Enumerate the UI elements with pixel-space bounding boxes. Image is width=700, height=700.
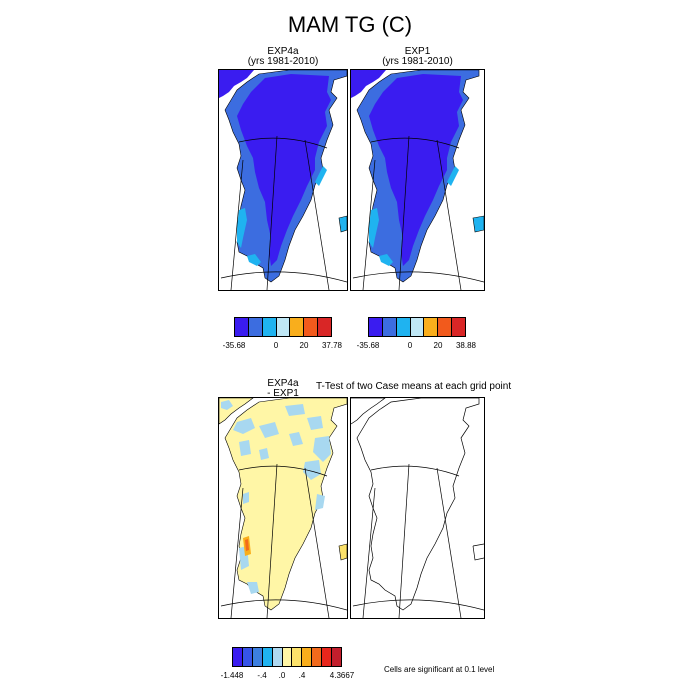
panel-title-exp4a: EXP4a bbox=[267, 46, 299, 57]
figure-title: MAM TG (C) bbox=[287, 12, 413, 37]
colorbar-box bbox=[396, 318, 411, 336]
colorbar-exp4a-label: 0 bbox=[273, 341, 279, 350]
colorbar-box bbox=[276, 318, 291, 336]
panel-subtitle-exp4a: (yrs 1981-2010) bbox=[247, 56, 319, 67]
colorbar-box bbox=[322, 648, 333, 666]
colorbar-box bbox=[235, 318, 249, 336]
panel-subtitle-difference: - EXP1 bbox=[267, 388, 299, 399]
map-panel-exp4a bbox=[218, 69, 348, 291]
colorbar-exp4a-label: 20 bbox=[299, 341, 309, 350]
colorbar-box bbox=[302, 648, 313, 666]
colorbar-box bbox=[312, 648, 323, 666]
colorbar-exp1-label: 20 bbox=[433, 341, 443, 350]
map-exp4a bbox=[219, 70, 347, 290]
colorbar-box bbox=[262, 648, 273, 666]
map-panel-ttest bbox=[350, 397, 485, 619]
colorbar-box bbox=[452, 318, 466, 336]
colorbar-box bbox=[290, 318, 305, 336]
colorbar-box bbox=[304, 318, 319, 336]
colorbar-box bbox=[252, 648, 263, 666]
colorbar-exp4a-boxes bbox=[234, 317, 332, 337]
colorbar-box bbox=[424, 318, 439, 336]
colorbar-box bbox=[292, 648, 303, 666]
colorbar-box bbox=[282, 648, 293, 666]
map-panel-difference bbox=[218, 397, 348, 619]
colorbar-box bbox=[233, 648, 243, 666]
colorbar-box bbox=[242, 648, 253, 666]
colorbar-box bbox=[318, 318, 332, 336]
colorbar-box bbox=[369, 318, 383, 336]
colorbar-difference-label: .4 bbox=[298, 671, 306, 680]
colorbar-difference-label: 4.3667 bbox=[329, 671, 355, 680]
colorbar-box bbox=[410, 318, 425, 336]
colorbar-difference-label: -1.448 bbox=[220, 671, 244, 680]
panel-title-ttest: T-Test of two Case means at each grid po… bbox=[316, 381, 512, 392]
colorbar-exp1-boxes bbox=[368, 317, 466, 337]
colorbar-difference: -1.448 -.4 .0 .4 4.3667 bbox=[221, 647, 354, 683]
colorbar-difference-boxes bbox=[232, 647, 342, 667]
colorbar-box bbox=[262, 318, 277, 336]
colorbar-box bbox=[248, 318, 263, 336]
colorbar-exp4a: -35.68 0 20 37.78 bbox=[223, 317, 342, 353]
colorbar-exp1-label: 0 bbox=[407, 341, 413, 350]
colorbar-box bbox=[272, 648, 283, 666]
colorbar-box bbox=[438, 318, 453, 336]
map-difference bbox=[219, 398, 347, 618]
colorbar-box bbox=[382, 318, 397, 336]
colorbar-exp1: -35.68 0 20 38.88 bbox=[357, 317, 476, 353]
map-ttest bbox=[351, 398, 484, 618]
panel-title-difference: EXP4a bbox=[267, 378, 299, 389]
colorbar-box bbox=[332, 648, 341, 666]
colorbar-exp1-label: 38.88 bbox=[455, 341, 477, 350]
colorbar-difference-label: .0 bbox=[278, 671, 286, 680]
map-panel-exp1 bbox=[350, 69, 485, 291]
significance-note: Cells are significant at 0.1 level bbox=[384, 665, 495, 674]
map-exp1 bbox=[351, 70, 484, 290]
panel-title-exp1: EXP1 bbox=[404, 46, 431, 57]
colorbar-exp4a-label: -35.68 bbox=[222, 341, 246, 350]
colorbar-exp1-label: -35.68 bbox=[356, 341, 380, 350]
colorbar-difference-label: -.4 bbox=[257, 671, 267, 680]
colorbar-exp4a-label: 37.78 bbox=[321, 341, 343, 350]
panel-subtitle-exp1: (yrs 1981-2010) bbox=[382, 56, 453, 67]
